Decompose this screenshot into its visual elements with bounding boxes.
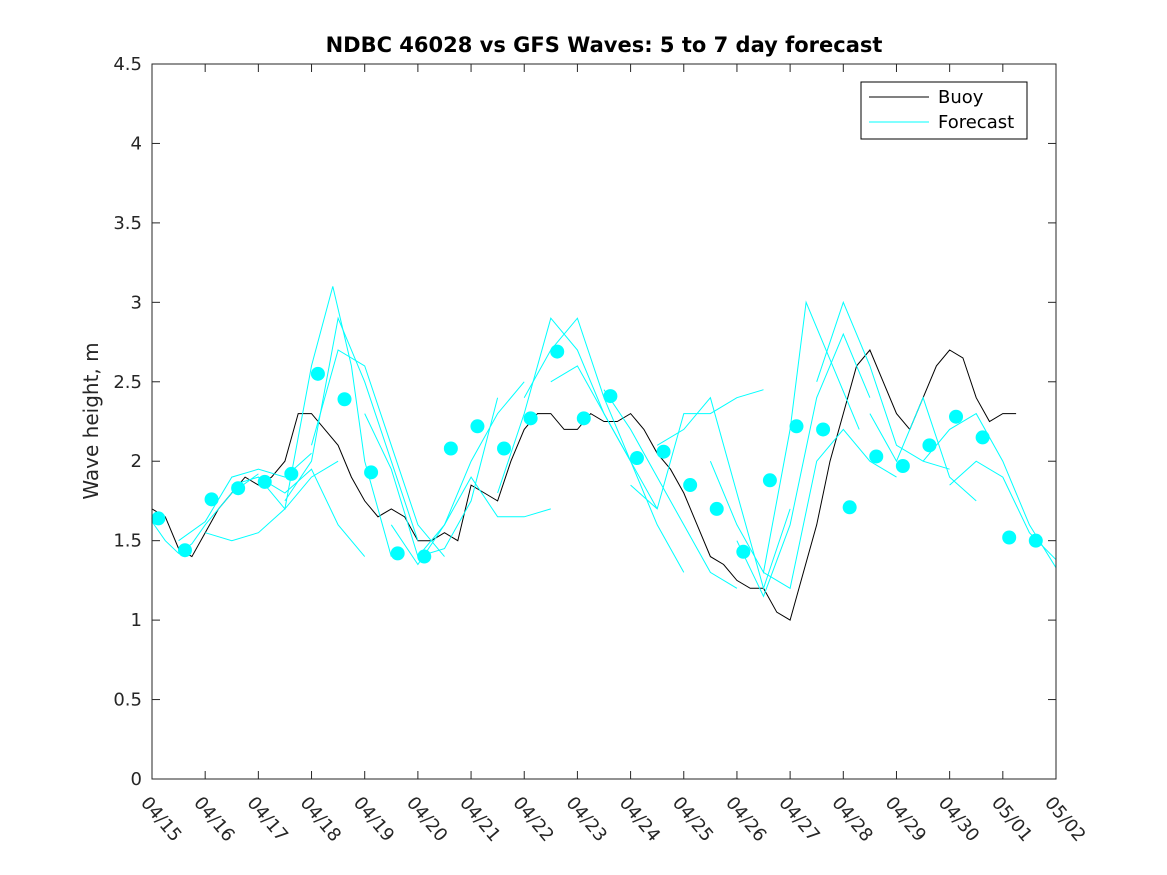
forecast-point [603, 389, 618, 404]
forecast-point [1002, 530, 1017, 545]
forecast-point [443, 441, 458, 456]
forecast-point [257, 474, 272, 489]
forecast-point [629, 451, 644, 466]
forecast-point [177, 543, 192, 558]
forecast-points [151, 344, 1043, 564]
forecast-point [895, 458, 910, 473]
forecast-point [869, 449, 884, 464]
forecast-line [311, 349, 445, 557]
y-tick-label: 2.5 [113, 372, 142, 393]
y-tick-label: 2 [131, 451, 142, 472]
y-tick-label: 0.5 [113, 690, 142, 711]
forecast-point [975, 430, 990, 445]
forecast-point [284, 466, 299, 481]
forecast-point [204, 492, 219, 507]
forecast-point [683, 478, 698, 493]
y-axis-label: Wave height, m [79, 342, 103, 499]
forecast-point [736, 544, 751, 559]
forecast-line [205, 460, 339, 542]
forecast-series [152, 286, 1056, 598]
legend: Buoy Forecast [860, 81, 1028, 140]
y-tick-label: 1.5 [113, 531, 142, 552]
forecast-line [816, 300, 950, 470]
forecast-point [656, 444, 671, 459]
forecast-line [603, 389, 738, 589]
forecast-point [550, 344, 565, 359]
forecast-line [709, 300, 860, 574]
forecast-point [709, 501, 724, 516]
forecast-point [151, 511, 166, 526]
plot-frame [151, 63, 1057, 780]
forecast-line [417, 476, 551, 557]
forecast-line [523, 317, 658, 510]
forecast-point [310, 366, 325, 381]
forecast-point [922, 438, 937, 453]
forecast-point [816, 422, 831, 437]
forecast-point [842, 500, 857, 515]
legend-forecast-label: Forecast [938, 112, 1014, 133]
forecast-point [470, 419, 485, 434]
forecast-point [231, 481, 246, 496]
y-tick-label: 4 [131, 133, 142, 154]
forecast-point [497, 441, 512, 456]
forecast-point [364, 465, 379, 480]
forecast-point [949, 409, 964, 424]
forecast-point [762, 473, 777, 488]
y-tick-label: 0 [131, 769, 142, 790]
y-tick-label: 3 [131, 292, 142, 313]
y-tick-label: 3.5 [113, 213, 142, 234]
forecast-line [736, 332, 871, 598]
forecast-line [258, 286, 392, 557]
forecast-point [390, 546, 405, 561]
y-tick-label: 1 [131, 610, 142, 631]
chart-title: NDBC 46028 vs GFS Waves: 5 to 7 day fore… [326, 33, 883, 57]
forecast-line [869, 396, 977, 502]
y-tick-label: 4.5 [113, 54, 142, 75]
forecast-line [763, 428, 897, 590]
forecast-line [152, 473, 259, 555]
forecast-point [417, 549, 432, 564]
forecast-point [576, 411, 591, 426]
forecast-line [550, 365, 685, 573]
forecast-line [390, 381, 525, 566]
forecast-point [337, 392, 352, 407]
forecast-point [789, 419, 804, 434]
forecast-point [523, 411, 538, 426]
legend-buoy-label: Buoy [938, 87, 984, 108]
forecast-line [284, 316, 419, 541]
y-axis-ticks: 0 0.5 1 1.5 2 2.5 3 3.5 4 4.5 [113, 54, 1056, 790]
legend-box [860, 81, 1028, 140]
forecast-point [1028, 533, 1043, 548]
